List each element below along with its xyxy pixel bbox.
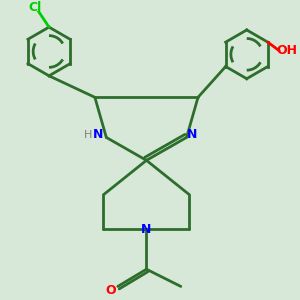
Text: N: N [141, 223, 152, 236]
Text: OH: OH [276, 44, 297, 57]
Text: Cl: Cl [28, 1, 41, 13]
Text: H: H [83, 130, 92, 140]
Text: O: O [105, 284, 116, 297]
Text: N: N [92, 128, 103, 141]
Text: N: N [187, 128, 197, 141]
